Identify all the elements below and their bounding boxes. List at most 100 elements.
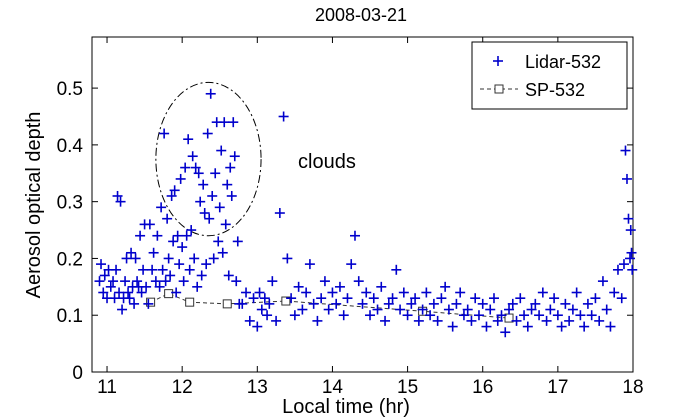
lidar-532-point xyxy=(391,264,402,275)
sp-532-point xyxy=(222,299,232,309)
lidar-532-point xyxy=(582,298,593,309)
lidar-532-point xyxy=(237,298,248,309)
lidar-532-point xyxy=(157,264,168,275)
lidar-532-point xyxy=(183,134,194,145)
y-tick-label: 0.1 xyxy=(57,306,83,327)
lidar-532-point xyxy=(564,315,575,326)
lidar-532-point xyxy=(114,287,125,298)
lidar-532-point xyxy=(156,202,167,213)
lidar-532-point xyxy=(504,304,515,315)
lidar-532-point xyxy=(135,230,146,241)
lidar-532-point xyxy=(216,145,227,156)
x-tick-label: 12 xyxy=(172,377,193,398)
lidar-532-point xyxy=(353,276,364,287)
lidar-532-point xyxy=(99,270,110,281)
lidar-532-point xyxy=(368,293,379,304)
lidar-532-point xyxy=(147,264,158,275)
lidar-532-point xyxy=(231,276,242,287)
lidar-532-point xyxy=(541,315,552,326)
lidar-532-point xyxy=(413,315,424,326)
lidar-532-point xyxy=(425,310,436,321)
lidar-532-point xyxy=(96,259,107,270)
lidar-532-point xyxy=(204,213,215,224)
lidar-532-point xyxy=(421,287,432,298)
lidar-532-point xyxy=(571,287,582,298)
lidar-532-point xyxy=(609,287,620,298)
x-tick-label: 13 xyxy=(247,377,268,398)
lidar-532-point xyxy=(380,315,391,326)
lidar-532-point xyxy=(511,315,522,326)
lidar-532-point xyxy=(199,208,210,219)
lidar-532-point xyxy=(485,304,496,315)
legend-sp-square xyxy=(494,84,504,94)
lidar-532-point xyxy=(159,128,170,139)
lidar-532-point xyxy=(488,293,499,304)
lidar-532-point xyxy=(293,281,304,292)
x-tick-label: 11 xyxy=(97,377,117,398)
lidar-532-point xyxy=(165,270,176,281)
lidar-532-point xyxy=(297,304,308,315)
lidar-532-point xyxy=(178,276,189,287)
lidar-532-point xyxy=(496,310,507,321)
lidar-532-point xyxy=(304,259,315,270)
lidar-532-point xyxy=(349,230,360,241)
lidar-532-point xyxy=(117,304,128,315)
lidar-532-point xyxy=(259,293,270,304)
lidar-532-point xyxy=(160,276,171,287)
lidar-532-point xyxy=(109,293,120,304)
y-tick-label: 0.4 xyxy=(57,136,84,157)
lidar-532-point xyxy=(163,253,174,264)
legend-lidar-label: Lidar-532 xyxy=(525,52,601,72)
y-axis-label: Aerosol optical depth xyxy=(23,112,45,299)
lidar-532-point xyxy=(262,310,273,321)
lidar-532-point xyxy=(98,287,109,298)
legend-sp-label: SP-532 xyxy=(525,80,585,100)
lidar-532-point xyxy=(248,293,259,304)
lidar-532-point xyxy=(621,173,632,184)
lidar-532-point xyxy=(150,276,161,287)
lidar-532-point xyxy=(162,213,173,224)
lidar-532-point xyxy=(264,298,275,309)
lidar-532-point xyxy=(549,293,560,304)
lidar-532-point xyxy=(627,264,638,275)
lidar-532-point xyxy=(192,281,203,292)
lidar-532-point xyxy=(530,298,541,309)
lidar-532-point xyxy=(623,213,634,224)
lidar-532-point xyxy=(323,304,334,315)
lidar-532-point xyxy=(334,281,345,292)
lidar-532-point xyxy=(177,242,188,253)
lidar-532-point xyxy=(451,298,462,309)
lidar-532-point xyxy=(205,88,216,99)
lidar-532-point xyxy=(376,281,387,292)
lidar-532-point xyxy=(312,315,323,326)
lidar-532-point xyxy=(229,151,240,162)
lidar-532-point xyxy=(105,281,116,292)
lidar-532-point xyxy=(196,270,207,281)
lidar-532-point xyxy=(579,321,590,332)
lidar-532-point xyxy=(202,128,213,139)
legend-sp-marker xyxy=(480,84,518,94)
lidar-532-point xyxy=(166,190,177,201)
lidar-532-point xyxy=(605,321,616,332)
lidar-532-point xyxy=(462,304,473,315)
lidar-532-point xyxy=(507,298,518,309)
lidar-532-point xyxy=(586,310,597,321)
x-tick-label: 16 xyxy=(472,377,493,398)
lidar-532-point xyxy=(219,117,230,128)
lidar-532-point xyxy=(144,219,155,230)
lidar-532-point xyxy=(342,293,353,304)
lidar-532-point xyxy=(123,287,134,298)
lidar-532-point xyxy=(267,276,278,287)
lidar-532-point xyxy=(222,179,233,190)
lidar-532-point xyxy=(417,304,428,315)
lidar-532-point xyxy=(515,293,526,304)
lidar-532-point xyxy=(492,315,503,326)
lidar-532-point xyxy=(410,293,421,304)
lidar-532-point xyxy=(545,304,556,315)
lidar-532-point xyxy=(286,293,297,304)
lidar-532-point xyxy=(111,264,122,275)
lidar-532-point xyxy=(626,247,637,258)
y-tick-label: 0.3 xyxy=(57,193,83,214)
sp-532-point xyxy=(185,297,195,307)
legend-box xyxy=(471,41,628,110)
